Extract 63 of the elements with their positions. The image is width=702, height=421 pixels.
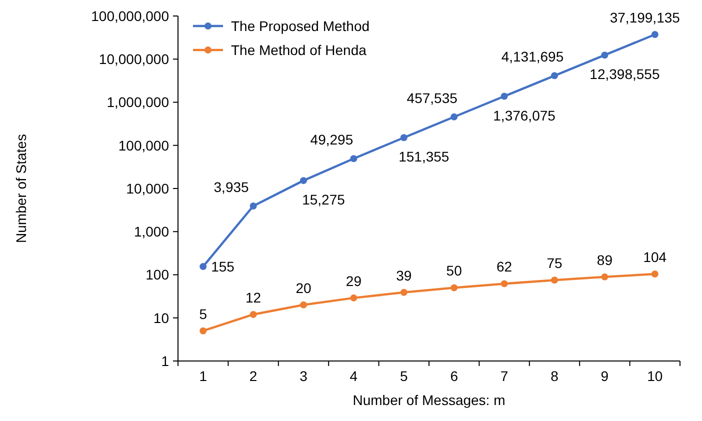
data-label: 4,131,695 <box>501 48 564 65</box>
y-tick-label: 1,000,000 <box>106 94 170 110</box>
x-tick-label: 1 <box>199 368 208 384</box>
point <box>200 327 207 334</box>
x-tick-label: 7 <box>500 368 508 384</box>
x-tick-label: 3 <box>300 368 308 384</box>
point <box>601 273 608 280</box>
x-tick-label: 5 <box>400 368 408 384</box>
point <box>400 288 408 296</box>
point <box>450 284 458 292</box>
data-label: 37,199,135 <box>610 10 680 26</box>
data-label: 20 <box>296 280 312 296</box>
data-label: 15,275 <box>302 192 346 208</box>
y-tick-label: 100,000 <box>118 137 170 154</box>
data-label: 49,295 <box>310 132 354 148</box>
data-label: 12 <box>246 289 262 306</box>
point <box>651 31 658 38</box>
point <box>500 280 508 288</box>
data-label: 89 <box>596 252 613 268</box>
data-label: 29 <box>346 272 362 289</box>
point <box>300 301 307 308</box>
y-tick-label: 1,000 <box>134 224 170 240</box>
data-label: 1,376,075 <box>493 107 556 124</box>
y-tick-label: 1 <box>161 352 170 369</box>
data-label: 3,935 <box>214 178 250 195</box>
point <box>400 134 408 142</box>
data-label: 104 <box>643 249 667 266</box>
y-tick-label: 10,000 <box>126 180 170 196</box>
x-tick-label: 9 <box>600 368 609 384</box>
point <box>651 270 658 278</box>
point <box>551 72 558 80</box>
x-tick-label: 10 <box>647 368 663 384</box>
data-label: 155 <box>211 258 235 275</box>
data-label: 75 <box>546 255 562 272</box>
data-label: 62 <box>496 258 512 275</box>
x-tick-label: 8 <box>550 368 559 384</box>
point <box>200 263 207 270</box>
point <box>601 52 608 59</box>
x-axis-title: Number of Messages: m <box>352 392 506 408</box>
point <box>350 294 358 302</box>
point <box>500 92 508 100</box>
y-axis-title: Number of States <box>13 134 29 243</box>
x-tick-label: 4 <box>350 368 358 384</box>
y-tick-label: 10,000,000 <box>98 51 170 68</box>
point <box>551 276 558 284</box>
data-label: 50 <box>446 262 462 279</box>
x-tick-label: 6 <box>450 368 458 384</box>
y-tick-label: 100 <box>146 266 170 283</box>
legend-label: The Method of Henda <box>231 42 367 58</box>
data-label: 12,398,555 <box>590 66 660 82</box>
y-tick-label: 100,000,000 <box>91 8 170 24</box>
point <box>250 202 257 210</box>
point <box>350 155 358 162</box>
point <box>450 113 458 120</box>
x-tick-label: 2 <box>249 368 258 384</box>
data-label: 457,535 <box>406 90 458 106</box>
point <box>300 177 307 184</box>
data-label: 151,355 <box>398 148 450 165</box>
data-label: 5 <box>199 306 208 322</box>
data-label: 39 <box>396 267 412 284</box>
y-tick-label: 10 <box>153 310 170 326</box>
legend-label: The Proposed Method <box>231 18 370 34</box>
point <box>250 310 257 318</box>
